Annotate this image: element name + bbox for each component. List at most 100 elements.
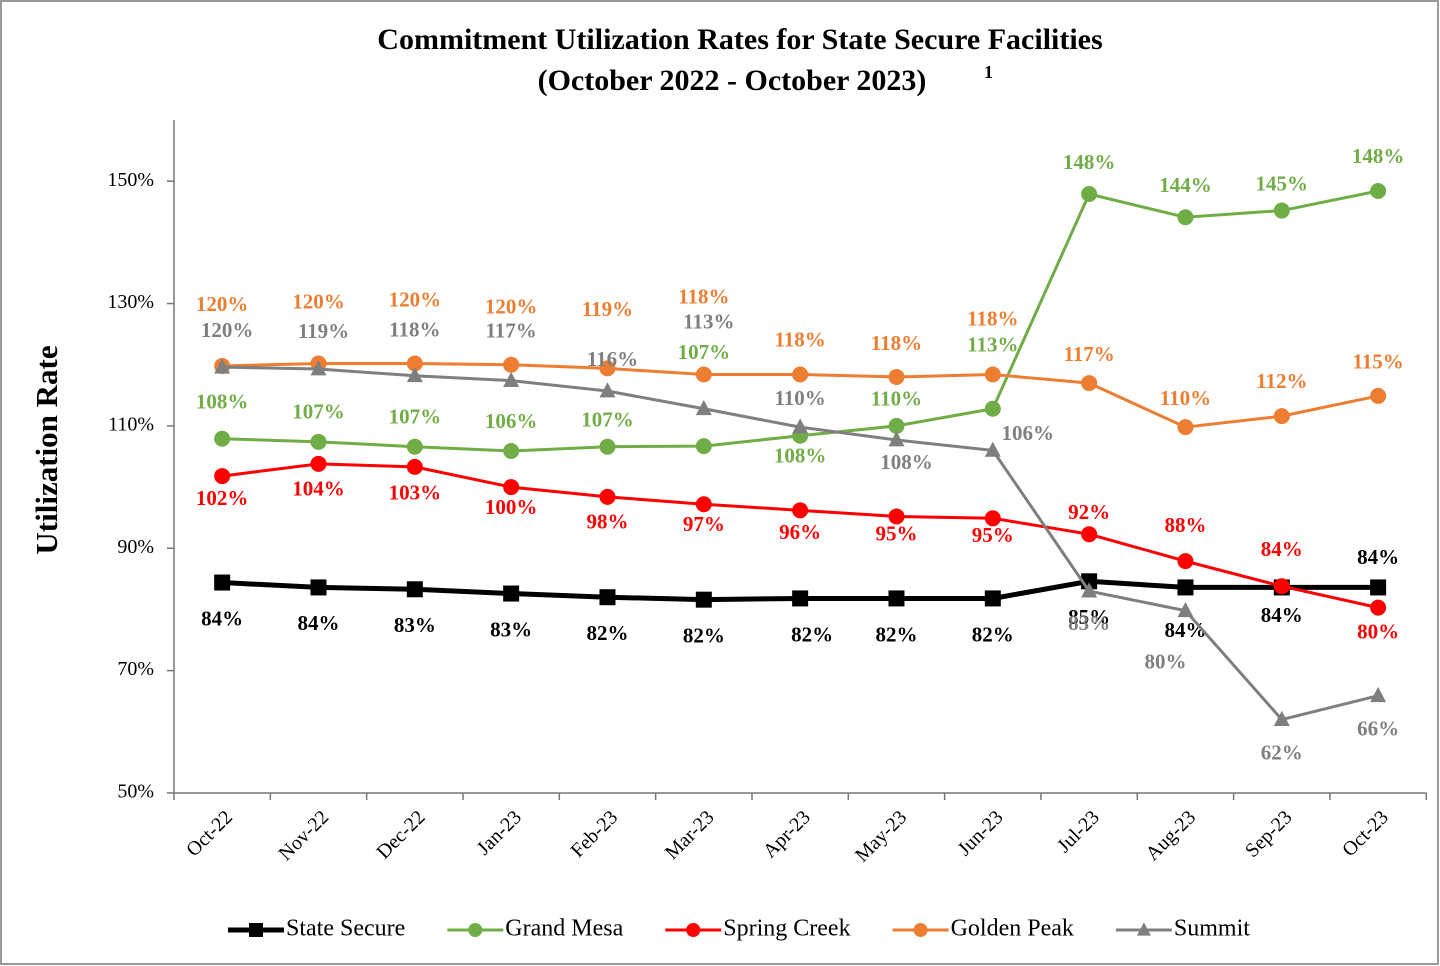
marker	[310, 433, 327, 450]
marker	[1177, 209, 1194, 226]
marker	[214, 358, 231, 374]
data-label: 107%	[389, 405, 442, 429]
data-label: 118%	[967, 306, 1018, 330]
legend-label: Grand Mesa	[505, 916, 623, 942]
marker	[1273, 202, 1290, 219]
data-label: 80%	[1357, 619, 1399, 643]
marker	[599, 360, 616, 377]
data-label: 84%	[297, 611, 339, 635]
data-label: 100%	[485, 495, 538, 519]
marker	[695, 399, 712, 416]
data-label: 113%	[967, 333, 1018, 357]
marker	[1370, 182, 1387, 199]
marker	[406, 438, 423, 455]
data-label: 106%	[1002, 421, 1055, 445]
marker	[503, 356, 520, 373]
data-label: 118%	[871, 331, 922, 355]
marker	[599, 438, 616, 455]
data-label: 98%	[586, 510, 628, 534]
legend-marker	[913, 923, 928, 937]
data-label: 117%	[485, 318, 536, 342]
legend-marker	[686, 923, 701, 937]
data-label: 110%	[871, 387, 922, 411]
chart-subtitle: (October 2022 - October 2023)	[538, 64, 927, 97]
marker	[1177, 419, 1194, 436]
data-label: 85%	[1068, 605, 1110, 629]
marker	[888, 431, 905, 447]
legend-label: Spring Creek	[723, 916, 850, 942]
data-label: 84%	[1164, 618, 1206, 642]
data-label: 144%	[1159, 173, 1212, 197]
marker	[1370, 387, 1387, 404]
marker	[503, 479, 520, 496]
y-tick-label: 70%	[117, 658, 154, 680]
legend-marker	[249, 923, 263, 937]
marker	[888, 508, 905, 525]
marker	[1177, 601, 1194, 618]
data-label: 110%	[774, 386, 825, 410]
marker	[503, 585, 520, 602]
y-axis-title: Utilization Rate	[29, 345, 64, 554]
data-label: 120%	[389, 287, 442, 311]
y-tick-label: 110%	[108, 414, 154, 436]
legend-label: Summit	[1174, 916, 1250, 942]
marker	[792, 418, 809, 434]
marker	[599, 488, 616, 505]
marker	[984, 400, 1001, 417]
marker	[1370, 686, 1387, 703]
data-label: 66%	[1357, 717, 1399, 741]
marker	[1081, 526, 1098, 543]
data-label: 120%	[196, 292, 249, 316]
data-label: 118%	[389, 318, 440, 342]
data-label: 95%	[972, 523, 1014, 547]
marker	[406, 366, 423, 383]
data-label: 84%	[1261, 537, 1303, 561]
marker	[1177, 553, 1194, 570]
marker	[214, 468, 231, 485]
data-label: 113%	[683, 310, 734, 334]
marker	[888, 417, 905, 434]
chart-title: Commitment Utilization Rates for State S…	[377, 23, 1102, 56]
marker	[1370, 579, 1387, 596]
data-label: 120%	[201, 318, 254, 342]
legend-marker	[1136, 922, 1151, 936]
data-label: 82%	[875, 622, 917, 646]
marker	[695, 591, 712, 608]
data-label: 112%	[1256, 369, 1307, 393]
y-tick-label: 90%	[117, 536, 154, 558]
legend-label: State Secure	[286, 916, 405, 942]
data-label: 108%	[774, 444, 827, 468]
marker	[695, 438, 712, 455]
y-tick-label: 150%	[107, 169, 154, 191]
data-label: 107%	[581, 408, 634, 432]
y-tick-label: 50%	[117, 781, 154, 803]
marker	[310, 360, 327, 376]
marker	[214, 574, 231, 591]
marker	[888, 590, 905, 607]
data-label: 82%	[586, 621, 628, 645]
data-label: 120%	[485, 295, 538, 319]
data-label: 88%	[1164, 513, 1206, 537]
data-label: 117%	[1063, 342, 1114, 366]
data-label: 107%	[292, 400, 345, 424]
data-label: 80%	[1144, 649, 1186, 673]
data-label: 83%	[1068, 611, 1110, 635]
data-label: 84%	[201, 606, 243, 630]
data-label: 145%	[1256, 171, 1309, 195]
data-label: 115%	[1352, 350, 1403, 374]
marker	[888, 368, 905, 385]
data-label: 96%	[779, 520, 821, 544]
data-label: 110%	[1160, 386, 1211, 410]
marker	[984, 590, 1001, 607]
marker	[1273, 710, 1290, 726]
marker	[599, 589, 616, 606]
marker	[984, 510, 1001, 527]
data-label: 107%	[678, 340, 731, 364]
data-label: 102%	[196, 486, 249, 510]
data-label: 95%	[875, 521, 917, 545]
marker	[695, 496, 712, 513]
legend-label: Golden Peak	[951, 916, 1074, 942]
marker	[310, 455, 327, 472]
marker	[406, 355, 423, 372]
data-label: 120%	[292, 289, 345, 313]
